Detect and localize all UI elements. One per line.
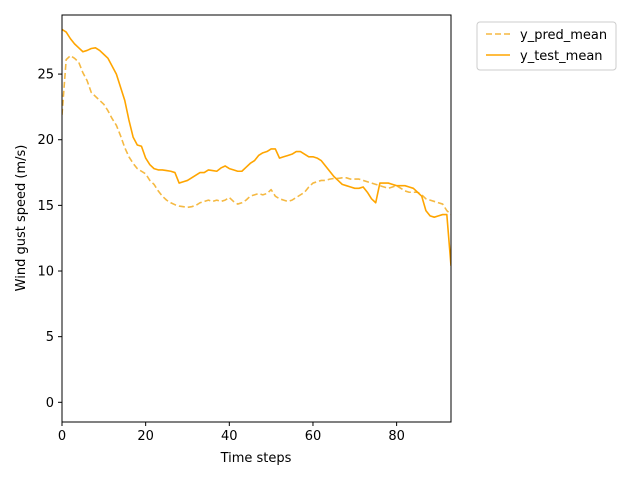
y-tick-label: 0	[46, 396, 54, 411]
legend: y_pred_mean y_test_mean	[476, 21, 617, 71]
y-axis-title: Wind gust speed (m/s)	[14, 145, 29, 292]
series-line-y-pred-mean	[62, 54, 451, 216]
x-tick-label: 40	[221, 429, 238, 444]
legend-label-y-pred-mean: y_pred_mean	[520, 28, 607, 43]
plot-frame	[61, 14, 452, 423]
x-tick-label: 20	[137, 429, 154, 444]
x-tick-label: 80	[388, 429, 405, 444]
series-line-y-test-mean	[62, 28, 451, 266]
legend-label-y-test-mean: y_test_mean	[520, 49, 603, 64]
y-tick-label: 15	[37, 199, 54, 214]
plot-background	[62, 15, 451, 422]
x-tick-label: 0	[58, 429, 66, 444]
y-tick-label: 20	[37, 133, 54, 148]
y-tick-label: 5	[46, 330, 54, 345]
x-tick-label: 60	[305, 429, 322, 444]
legend-box	[476, 21, 617, 71]
x-axis-title: Time steps	[220, 451, 292, 466]
y-tick-label: 25	[37, 68, 54, 83]
y-tick-label: 10	[37, 265, 54, 280]
